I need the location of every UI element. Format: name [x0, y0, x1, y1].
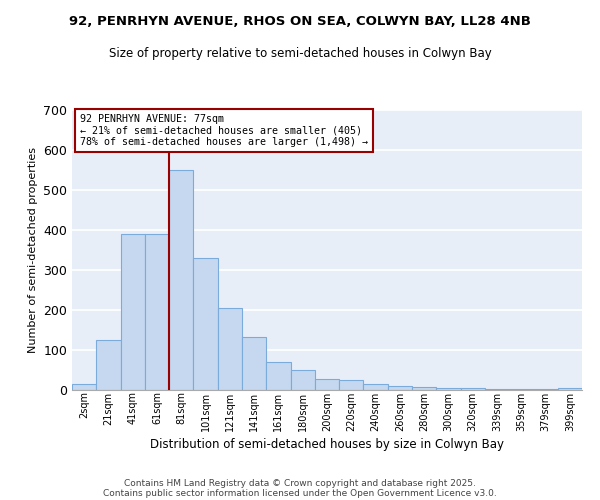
- Bar: [121, 234, 145, 390]
- Bar: [169, 170, 193, 390]
- Text: Contains public sector information licensed under the Open Government Licence v3: Contains public sector information licen…: [103, 488, 497, 498]
- Text: Size of property relative to semi-detached houses in Colwyn Bay: Size of property relative to semi-detach…: [109, 48, 491, 60]
- Bar: [388, 386, 412, 390]
- Text: 92 PENRHYN AVENUE: 77sqm
← 21% of semi-detached houses are smaller (405)
78% of : 92 PENRHYN AVENUE: 77sqm ← 21% of semi-d…: [80, 114, 368, 148]
- Bar: [558, 388, 582, 390]
- Bar: [193, 258, 218, 390]
- Text: 92, PENRHYN AVENUE, RHOS ON SEA, COLWYN BAY, LL28 4NB: 92, PENRHYN AVENUE, RHOS ON SEA, COLWYN …: [69, 15, 531, 28]
- Bar: [339, 380, 364, 390]
- Bar: [96, 340, 121, 390]
- Bar: [412, 387, 436, 390]
- Bar: [218, 308, 242, 390]
- Bar: [242, 337, 266, 390]
- Bar: [266, 362, 290, 390]
- Bar: [436, 388, 461, 390]
- Bar: [485, 389, 509, 390]
- Bar: [290, 370, 315, 390]
- X-axis label: Distribution of semi-detached houses by size in Colwyn Bay: Distribution of semi-detached houses by …: [150, 438, 504, 450]
- Bar: [145, 234, 169, 390]
- Bar: [509, 389, 533, 390]
- Bar: [315, 379, 339, 390]
- Bar: [461, 388, 485, 390]
- Bar: [72, 384, 96, 390]
- Text: Contains HM Land Registry data © Crown copyright and database right 2025.: Contains HM Land Registry data © Crown c…: [124, 478, 476, 488]
- Y-axis label: Number of semi-detached properties: Number of semi-detached properties: [28, 147, 38, 353]
- Bar: [364, 384, 388, 390]
- Bar: [533, 389, 558, 390]
